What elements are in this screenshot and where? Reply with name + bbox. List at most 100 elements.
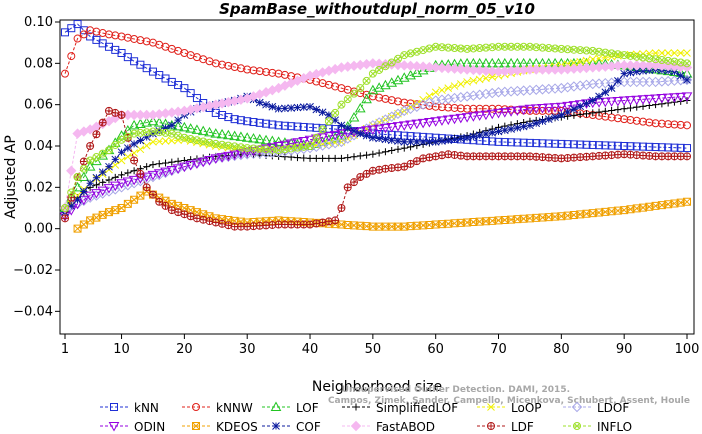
data-point-inflo — [595, 47, 604, 56]
legend-marker — [487, 403, 495, 411]
data-point-simplifiedlof — [312, 154, 320, 162]
data-point-knnw — [431, 102, 440, 111]
data-point-loop — [463, 78, 471, 86]
data-point-cof — [306, 102, 314, 111]
data-point-inflo — [437, 43, 446, 52]
y-tick-label: 0.02 — [24, 180, 53, 195]
data-point-odin — [650, 94, 661, 104]
data-point-ldf — [136, 169, 145, 178]
data-point-knnw — [280, 70, 289, 79]
data-point-odin — [216, 153, 228, 163]
data-point-knnw — [381, 94, 390, 103]
data-point-ldf — [205, 217, 214, 226]
x-tick-label: 10 — [113, 342, 130, 357]
data-point-inflo — [280, 145, 289, 154]
legend-label: SimplifiedLOF — [376, 401, 458, 415]
data-point-simplifiedlof — [99, 178, 107, 186]
data-point-odin — [461, 113, 473, 123]
data-point-loop — [676, 49, 685, 57]
data-point-cof — [149, 129, 157, 138]
data-point-odin — [681, 92, 693, 102]
data-point-cof — [255, 98, 264, 107]
data-point-odin — [229, 150, 240, 161]
data-point-cof — [86, 179, 94, 188]
data-point-cof — [287, 104, 296, 112]
data-point-inflo — [507, 42, 516, 51]
data-point-knn — [230, 115, 239, 124]
data-point-knn — [588, 140, 597, 149]
x-tick-label: 90 — [616, 342, 633, 357]
data-point-inflo — [142, 128, 151, 137]
data-point-knn — [494, 137, 503, 146]
data-point-inflo — [255, 144, 264, 153]
data-point-ldf — [79, 157, 88, 166]
legend-label: INFLO — [597, 420, 632, 434]
data-point-knn — [595, 141, 604, 150]
data-point-knn — [532, 139, 541, 148]
data-point-cof — [563, 108, 572, 116]
data-point-cof — [632, 67, 641, 76]
data-point-inflo — [475, 44, 484, 53]
data-point-knn — [186, 89, 195, 98]
data-point-cof — [475, 131, 484, 140]
data-point-inflo — [670, 57, 679, 66]
data-point-ldof — [329, 137, 341, 149]
credit-authors: Campos, Zimek, Sander, Campello, Micenko… — [328, 396, 690, 406]
data-point-knnw — [79, 30, 88, 39]
data-point-odin — [386, 122, 398, 133]
data-point-inflo — [463, 44, 472, 53]
x-tick-label: 40 — [302, 342, 319, 357]
data-point-lof — [254, 133, 266, 144]
data-point-odin — [128, 175, 140, 186]
data-point-knnw — [249, 66, 258, 75]
legend-item-odin: ODIN — [100, 420, 165, 434]
data-point-cof — [79, 187, 88, 196]
data-point-knn — [249, 118, 258, 127]
data-point-cof — [557, 111, 566, 119]
y-tick-label: 0.10 — [24, 15, 53, 30]
data-point-odin — [153, 169, 165, 179]
data-point-inflo — [513, 42, 522, 51]
data-point-knnw — [632, 116, 641, 125]
data-point-knn — [551, 139, 560, 148]
y-tick-label: 0.04 — [24, 139, 53, 154]
data-point-ldf — [437, 151, 446, 160]
data-point-cof — [299, 103, 308, 112]
data-point-cof — [281, 104, 289, 113]
data-point-knn — [576, 140, 585, 149]
data-point-inflo — [651, 55, 660, 64]
legend-label: KDEOS — [216, 420, 258, 434]
data-point-ldf — [218, 219, 227, 228]
data-point-ldof — [323, 139, 335, 150]
x-tick-label: 1 — [61, 342, 69, 357]
data-point-knnw — [274, 69, 283, 78]
data-point-odin — [292, 138, 303, 148]
data-point-simplifiedlof — [92, 181, 100, 189]
data-point-inflo — [117, 135, 126, 144]
data-point-simplifiedlof — [306, 154, 314, 162]
data-point-odin — [656, 94, 668, 104]
data-point-knnw — [130, 34, 139, 43]
data-point-lof — [84, 161, 96, 171]
data-point-lof — [153, 117, 165, 127]
data-point-cof — [576, 102, 585, 111]
data-point-odin — [367, 125, 379, 135]
data-point-cof — [406, 138, 415, 146]
data-point-odin — [499, 108, 511, 118]
credit-citation: Unsupervised Outlier Detection. DAMI, 20… — [342, 385, 570, 395]
data-point-inflo — [519, 42, 528, 51]
data-point-inflo — [236, 143, 245, 152]
data-point-knnw — [255, 67, 264, 76]
data-point-odin — [643, 94, 655, 105]
data-point-inflo — [613, 50, 622, 59]
data-point-cof — [356, 129, 365, 138]
data-point-inflo — [538, 43, 547, 52]
data-point-lof — [241, 132, 253, 142]
legend-marker — [110, 403, 118, 411]
data-point-knnw — [104, 30, 113, 39]
data-point-odin — [191, 159, 203, 169]
data-point-simplifiedlof — [626, 104, 634, 112]
data-point-inflo — [532, 43, 541, 52]
data-point-inflo — [368, 69, 377, 78]
data-point-knnw — [73, 34, 82, 43]
